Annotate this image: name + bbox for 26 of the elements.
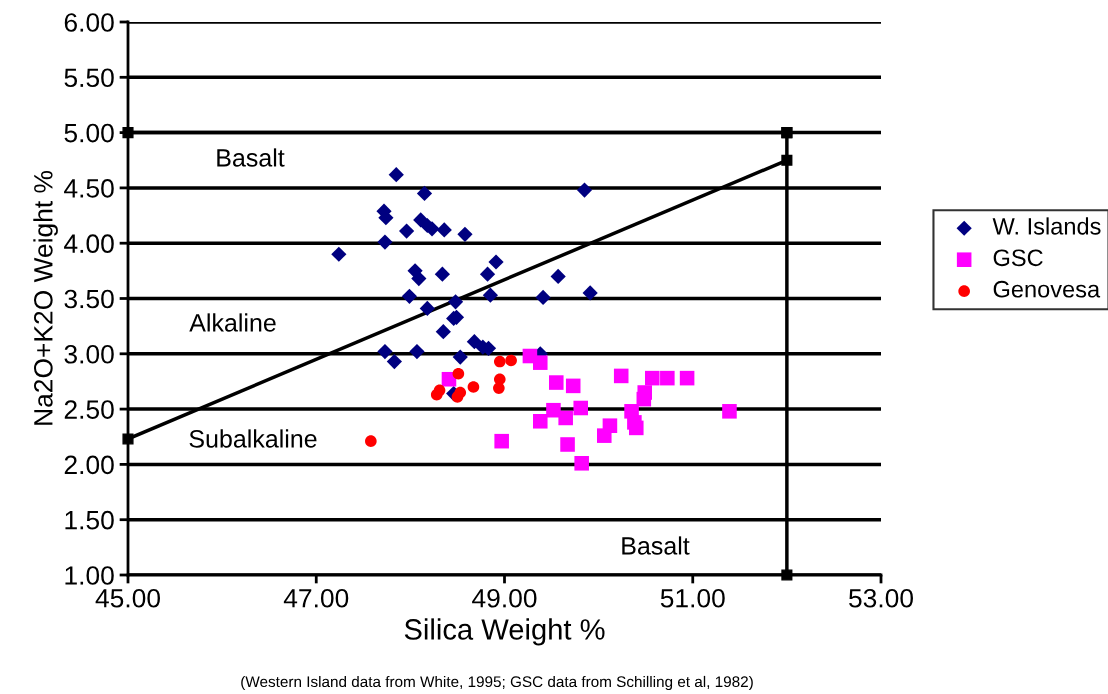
- y-tick-label: 2.50: [64, 400, 114, 419]
- y-tick-label: 1.50: [65, 510, 114, 530]
- y-tick-label: 4.00: [64, 234, 114, 254]
- y-tick-label: 4.50: [64, 179, 114, 198]
- x-tick-label: 47.00: [283, 588, 349, 608]
- annotation: Subalkaline: [189, 429, 317, 448]
- x-tick-label: 51.00: [660, 588, 725, 608]
- y-tick-label: 3.50: [64, 289, 114, 309]
- annotation: Basalt: [622, 536, 690, 555]
- y-axis-title: Na2O+K2O Weight %: [33, 170, 58, 425]
- y-tick-label: 2.00: [64, 455, 114, 475]
- annotation: Basalt: [217, 148, 285, 167]
- y-tick-label: 5.50: [64, 68, 114, 88]
- y-tick-label: 6.00: [64, 13, 114, 32]
- x-tick-label: 53.00: [849, 588, 913, 608]
- y-tick-label: 1.00: [65, 566, 114, 585]
- legend-label: W. Islands: [992, 217, 1101, 235]
- y-tick-label: 5.00: [64, 123, 114, 143]
- legend-label: GSC: [993, 249, 1043, 267]
- text: (Western Island data from White, 1995; GSC data from Schilling et al, 1982): [241, 675, 753, 691]
- annotation: Alkaline: [189, 313, 276, 332]
- legend-label: Genovesa: [993, 280, 1101, 298]
- x-tick-label: 49.00: [472, 588, 537, 608]
- x-axis-title: Silica Weight %: [404, 618, 605, 646]
- x-tick-label: 45.00: [95, 588, 160, 608]
- y-tick-label: 3.00: [64, 344, 114, 364]
